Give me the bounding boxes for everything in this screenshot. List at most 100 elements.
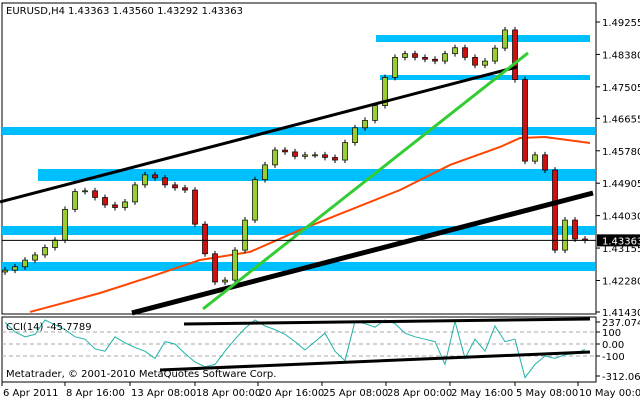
trendline-black[interactable] xyxy=(0,65,518,204)
ohlc-readout: 1.43363 1.43560 1.43292 1.43363 xyxy=(68,6,243,17)
bear-candle xyxy=(332,157,338,161)
bull-candle xyxy=(12,266,18,271)
trendline-green[interactable] xyxy=(202,51,529,311)
bull-candle xyxy=(312,154,318,157)
bull-candle xyxy=(492,47,498,62)
cci-axis: 237.07431000.00-100 -312.065 xyxy=(596,318,640,383)
trendline-black-thick[interactable] xyxy=(131,190,594,316)
bull-candle xyxy=(222,279,228,283)
bear-candle xyxy=(92,190,98,198)
bull-candle xyxy=(42,247,48,256)
cci-levels xyxy=(2,331,596,357)
cci-tick-label: -312.065 xyxy=(602,372,640,383)
bear-candle xyxy=(152,174,158,179)
bull-candle xyxy=(372,105,378,121)
bear-candle xyxy=(552,169,558,251)
zone-band[interactable] xyxy=(2,261,595,271)
cci-pane-frame xyxy=(1,316,597,383)
current-price-tag xyxy=(597,234,640,247)
bull-candle xyxy=(562,219,568,251)
bull-candle xyxy=(362,120,368,129)
time-tick-label: 10 May 00:00 xyxy=(579,388,640,399)
bear-candle xyxy=(162,177,168,186)
bull-candle xyxy=(62,208,68,241)
bull-candle xyxy=(402,53,408,58)
symbol-label: EURUSD,H4 xyxy=(6,6,65,17)
bull-candle xyxy=(302,154,308,157)
bull-candle xyxy=(2,269,8,273)
bear-candle xyxy=(462,47,468,58)
bear-candle xyxy=(322,154,328,158)
price-tick-label: 1.41430 xyxy=(602,308,640,319)
bull-candle xyxy=(442,53,448,62)
moving-average-line xyxy=(29,135,591,313)
bull-candle xyxy=(232,249,238,281)
time-tick-label: 2 May 16:00 xyxy=(451,388,513,399)
price-axis: 1.49255 1.48380 1.47505 1.46655 1.45780 1.449… xyxy=(596,18,640,319)
time-tick-label: 25 Apr 08:00 xyxy=(323,388,388,399)
bull-candle xyxy=(262,164,268,181)
bear-candle xyxy=(512,29,518,80)
bear-candle xyxy=(172,184,178,189)
bull-candle xyxy=(32,254,38,261)
cci-tick-label: 100 xyxy=(602,328,621,339)
time-tick-label: 6 Apr 2011 xyxy=(3,388,58,399)
trendlines[interactable] xyxy=(0,51,594,316)
bull-candle xyxy=(82,190,88,193)
bear-candle xyxy=(192,189,198,225)
cci-tick-label: -100 xyxy=(602,352,625,363)
cci-tick-label: 237.0743 xyxy=(602,318,640,329)
cci-trendlines[interactable] xyxy=(159,317,591,372)
cci-line xyxy=(4,319,586,379)
cci-curve xyxy=(4,319,586,379)
price-tick-label: 1.47505 xyxy=(602,83,640,94)
bear-candle xyxy=(572,219,578,240)
bull-candle xyxy=(22,259,28,268)
bull-candle xyxy=(502,29,508,49)
cci-pane[interactable]: CCI(14) -45.7789 Metatrader, © 2001-2010… xyxy=(1,316,597,383)
time-tick-label: 20 Apr 16:00 xyxy=(259,388,324,399)
bear-candle xyxy=(412,53,418,58)
zone-band[interactable] xyxy=(38,168,595,181)
time-tick-label: 8 Apr 16:00 xyxy=(66,388,125,399)
bear-candle xyxy=(422,57,428,60)
bear-candle xyxy=(112,204,118,208)
bear-candle xyxy=(522,79,528,162)
cci-trendline[interactable] xyxy=(183,317,591,326)
zone-band[interactable] xyxy=(380,74,590,80)
bear-candle xyxy=(542,154,548,171)
time-tick-label: 5 May 08:00 xyxy=(516,388,578,399)
bull-candle xyxy=(122,201,128,208)
time-tick-label: 28 Apr 00:00 xyxy=(387,388,452,399)
zone-band[interactable] xyxy=(2,126,595,135)
bear-candle xyxy=(202,223,208,255)
bull-candle xyxy=(242,219,248,251)
price-tick-label: 1.43155 xyxy=(602,244,640,255)
bear-candle xyxy=(182,187,188,191)
bull-candle xyxy=(142,174,148,186)
bull-candle xyxy=(352,127,358,143)
price-pane[interactable]: EURUSD,H4 1.43363 1.43560 1.43292 1.4336… xyxy=(0,2,597,316)
price-tick-label: 1.42280 xyxy=(602,276,640,287)
bull-candle xyxy=(132,184,138,203)
bull-candle xyxy=(452,47,458,55)
bear-candle xyxy=(432,58,438,62)
cci-trendline[interactable] xyxy=(159,350,591,372)
price-tick-label: 1.44905 xyxy=(602,179,640,190)
cci-label: CCI(14) -45.7789 xyxy=(6,322,92,333)
bear-candle xyxy=(212,253,218,283)
time-axis: 6 Apr 2011 8 Apr 16:00 13 Apr 08:00 18 Apr … xyxy=(1,382,640,399)
time-tick-label: 13 Apr 08:00 xyxy=(131,388,196,399)
bull-candle xyxy=(272,149,278,166)
bull-candle xyxy=(342,142,348,161)
price-tick-label: 1.44030 xyxy=(602,212,640,223)
price-tick-label: 1.48380 xyxy=(602,50,640,61)
zone-band[interactable] xyxy=(376,35,590,43)
price-tick-label: 1.46655 xyxy=(602,114,640,125)
cci-tick-label: 0.00 xyxy=(602,340,624,351)
bull-candle xyxy=(482,60,488,66)
current-price-tag-label: 1.43363 xyxy=(602,236,640,247)
copyright-text: Metatrader, © 2001-2010 MetaQuotes Softw… xyxy=(6,369,276,380)
bear-candle xyxy=(292,151,298,157)
